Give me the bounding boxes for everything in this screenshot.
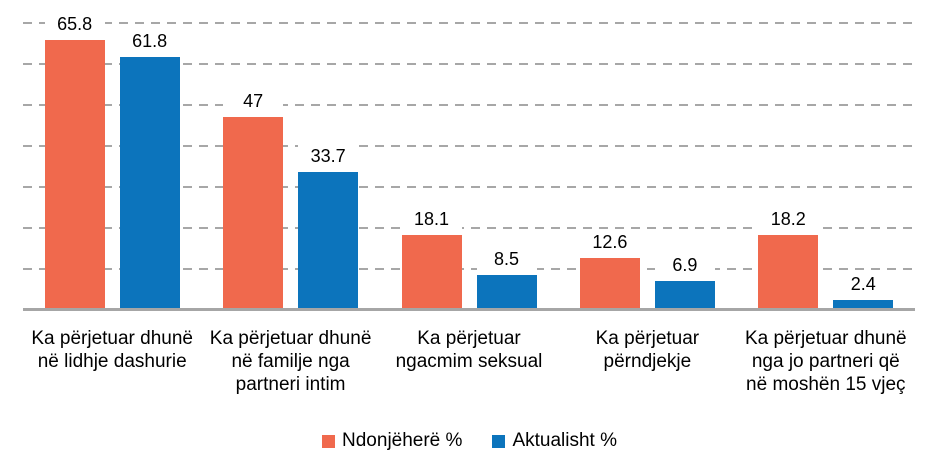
category-label-1: Ka përjetuar dhunë në familje nga partne… xyxy=(209,328,372,395)
value-label-series1-cat0: 61.8 xyxy=(119,29,180,52)
legend-swatch-icon xyxy=(322,434,336,448)
bar-series1-cat3 xyxy=(654,281,715,310)
legend-item-0: Ndonjëherë % xyxy=(322,430,462,452)
gridline-30 xyxy=(23,185,915,188)
value-label-series0-cat4: 18.2 xyxy=(758,208,819,231)
gridline-40 xyxy=(23,144,915,147)
value-label-series1-cat1: 33.7 xyxy=(298,144,359,167)
bar-series0-cat4 xyxy=(758,235,819,310)
category-label-4: Ka përjetuar dhunë nga jo partneri që në… xyxy=(744,328,907,395)
value-label-series0-cat3: 12.6 xyxy=(579,230,640,253)
bar-series0-cat0 xyxy=(44,40,105,310)
x-axis-line xyxy=(23,308,915,311)
value-label-series1-cat4: 2.4 xyxy=(833,272,894,295)
value-label-series1-cat3: 6.9 xyxy=(654,254,715,277)
bar-series1-cat1 xyxy=(298,171,359,310)
gridline-20 xyxy=(23,226,915,229)
bar-series1-cat4 xyxy=(833,299,894,310)
category-label-3: Ka përjetuar përndjekje xyxy=(595,328,700,372)
legend-label: Aktualisht % xyxy=(512,430,617,451)
gridline-10 xyxy=(23,267,915,270)
category-label-0: Ka përjetuar dhunë në lidhje dashurie xyxy=(31,328,193,372)
bar-series0-cat2 xyxy=(401,235,462,310)
bar-series1-cat2 xyxy=(476,274,537,310)
legend-item-1: Aktualisht % xyxy=(492,430,617,452)
value-label-series1-cat2: 8.5 xyxy=(476,247,537,270)
gridline-70 xyxy=(23,22,915,25)
bar-series1-cat0 xyxy=(119,56,180,310)
bar-series0-cat1 xyxy=(223,117,284,310)
bar-series0-cat3 xyxy=(579,257,640,310)
value-label-series0-cat0: 65.8 xyxy=(44,13,105,36)
value-label-series0-cat1: 47 xyxy=(223,90,284,113)
category-label-2: Ka përjetuar ngacmim seksual xyxy=(395,328,543,372)
legend-label: Ndonjëherë % xyxy=(342,430,463,451)
legend: Ndonjëherë % Aktualisht % xyxy=(0,430,939,452)
legend-swatch-icon xyxy=(492,434,506,448)
gridline-50 xyxy=(23,103,915,106)
gridline-60 xyxy=(23,63,915,65)
value-label-series0-cat2: 18.1 xyxy=(401,208,462,231)
